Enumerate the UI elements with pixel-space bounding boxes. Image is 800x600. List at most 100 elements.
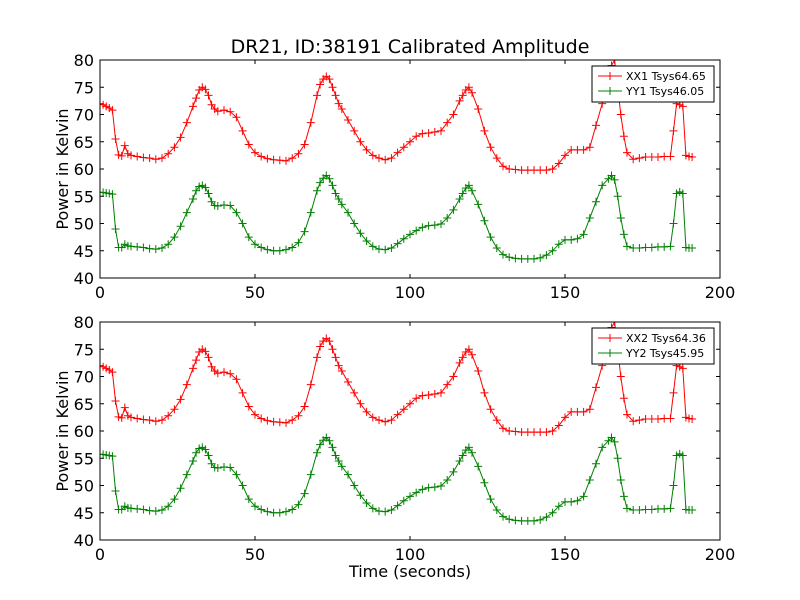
series-2 xyxy=(100,171,697,263)
data-point xyxy=(678,189,687,198)
data-point xyxy=(406,492,414,501)
series-1 xyxy=(100,322,697,437)
x-tick-label: 150 xyxy=(550,283,581,302)
data-point xyxy=(313,91,321,100)
data-point xyxy=(344,115,352,124)
data-point xyxy=(127,504,135,513)
legend-marker xyxy=(606,72,614,80)
data-point xyxy=(213,464,222,473)
data-point xyxy=(443,118,452,127)
data-point xyxy=(623,504,631,513)
data-point xyxy=(375,416,383,425)
data-point xyxy=(139,153,148,162)
data-point xyxy=(362,498,371,507)
data-point xyxy=(244,495,253,504)
data-point xyxy=(486,143,495,152)
data-point xyxy=(232,375,241,384)
data-point xyxy=(464,443,473,452)
data-point xyxy=(412,394,421,403)
data-point xyxy=(548,246,557,255)
data-point xyxy=(412,226,421,235)
data-point xyxy=(635,154,644,163)
data-point xyxy=(133,152,142,161)
data-point xyxy=(443,380,452,389)
data-point xyxy=(300,140,309,149)
data-point xyxy=(176,222,185,231)
data-point xyxy=(263,416,272,425)
data-point xyxy=(151,507,160,516)
data-point xyxy=(610,60,619,64)
data-point xyxy=(437,126,445,135)
data-point xyxy=(288,416,297,425)
data-point xyxy=(688,506,697,515)
legend-box xyxy=(591,327,715,365)
data-point xyxy=(368,413,377,422)
data-point xyxy=(474,462,483,471)
data-point xyxy=(499,512,507,521)
data-point xyxy=(424,391,433,400)
data-point xyxy=(480,216,489,225)
data-point xyxy=(613,192,622,201)
data-point xyxy=(616,372,625,381)
data-point xyxy=(300,402,309,411)
data-point xyxy=(331,91,340,100)
data-point xyxy=(189,364,197,373)
data-point xyxy=(331,451,340,460)
data-point xyxy=(257,243,266,252)
data-point xyxy=(158,416,166,425)
data-point xyxy=(334,194,343,203)
data-point xyxy=(108,452,117,461)
data-point xyxy=(201,85,210,94)
data-point xyxy=(464,83,473,92)
data-point xyxy=(666,414,675,423)
data-point xyxy=(468,448,476,457)
data-point xyxy=(623,242,631,251)
data-point xyxy=(573,234,582,243)
data-point xyxy=(486,495,495,504)
x-tick-label: 50 xyxy=(245,545,265,564)
data-point xyxy=(399,405,408,414)
data-point xyxy=(592,121,600,130)
data-point xyxy=(666,242,675,251)
data-point xyxy=(554,421,563,430)
data-point xyxy=(176,133,185,142)
data-point xyxy=(548,427,557,435)
data-point xyxy=(294,500,303,509)
data-point xyxy=(561,413,569,422)
data-point xyxy=(678,364,687,373)
data-point xyxy=(455,358,464,367)
data-point xyxy=(189,194,197,203)
data-point xyxy=(616,476,625,485)
data-point xyxy=(424,483,433,492)
data-point xyxy=(669,126,678,135)
data-point xyxy=(635,506,644,515)
data-point xyxy=(669,388,678,397)
legend-box xyxy=(591,65,715,103)
data-point xyxy=(585,214,594,223)
data-point xyxy=(275,418,284,427)
data-point xyxy=(458,189,467,198)
data-point xyxy=(182,118,191,127)
data-point xyxy=(430,221,439,230)
data-point xyxy=(406,230,414,239)
data-point xyxy=(201,347,210,356)
data-point xyxy=(145,416,154,425)
data-point xyxy=(164,502,173,511)
data-point xyxy=(337,367,346,376)
data-point xyxy=(387,154,396,163)
data-point xyxy=(548,508,557,517)
data-point xyxy=(328,181,337,190)
data-point xyxy=(207,100,216,109)
data-point xyxy=(474,367,483,376)
data-point xyxy=(356,491,365,500)
y-tick-label: 55 xyxy=(74,449,94,468)
data-point xyxy=(282,507,290,516)
data-point xyxy=(629,417,638,426)
x-tick-label: 150 xyxy=(550,545,581,564)
y-tick-label: 60 xyxy=(74,160,94,179)
data-point xyxy=(189,456,197,465)
data-point xyxy=(455,194,464,203)
data-point xyxy=(362,236,371,245)
data-point xyxy=(313,186,321,195)
data-point xyxy=(328,83,337,92)
